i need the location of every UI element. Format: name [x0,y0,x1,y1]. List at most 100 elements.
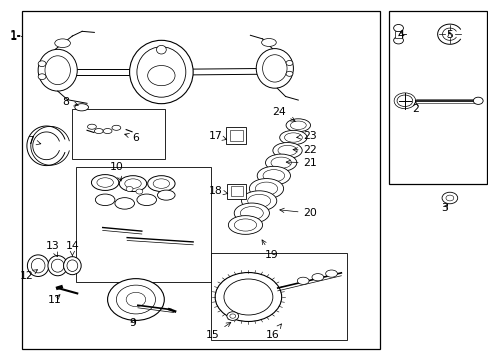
Ellipse shape [290,121,305,130]
Ellipse shape [234,203,269,223]
Ellipse shape [147,176,175,192]
Text: 1-: 1- [10,30,21,42]
Ellipse shape [279,130,306,145]
Circle shape [38,74,46,80]
Ellipse shape [97,178,113,187]
Ellipse shape [311,274,323,281]
Text: 24: 24 [271,107,295,121]
Ellipse shape [115,198,134,209]
Ellipse shape [226,312,238,320]
Bar [229,130,242,141]
Ellipse shape [265,154,296,171]
Circle shape [441,192,457,204]
Ellipse shape [38,49,77,91]
Ellipse shape [91,175,119,190]
Ellipse shape [129,40,193,104]
Text: 3: 3 [441,203,447,213]
Circle shape [472,97,482,104]
Ellipse shape [247,194,270,207]
Circle shape [126,292,145,307]
Text: 10: 10 [109,162,123,181]
Bar [230,186,242,196]
Text: 11: 11 [48,294,61,305]
Ellipse shape [284,133,302,142]
Bar [22,11,380,349]
Circle shape [229,314,235,318]
Ellipse shape [255,182,277,195]
Text: 6: 6 [124,132,139,143]
Ellipse shape [157,190,175,200]
Text: 7: 7 [27,136,41,146]
Ellipse shape [55,39,70,48]
Ellipse shape [137,194,156,206]
Ellipse shape [249,179,283,199]
Ellipse shape [112,125,121,130]
Ellipse shape [153,179,169,188]
Bar [388,11,486,184]
Ellipse shape [124,179,141,188]
Text: 17: 17 [208,131,226,141]
Circle shape [38,61,46,67]
Ellipse shape [95,194,115,206]
Text: 1-: 1- [10,29,21,42]
Text: 19: 19 [262,240,278,260]
Ellipse shape [87,124,96,129]
Ellipse shape [241,191,276,211]
Ellipse shape [67,260,78,271]
Ellipse shape [48,256,67,276]
Ellipse shape [285,119,310,132]
Bar [394,31,401,38]
Text: 18: 18 [208,186,227,196]
Ellipse shape [75,104,88,111]
Text: 22: 22 [292,145,317,156]
Text: 9: 9 [129,318,136,328]
Ellipse shape [119,176,146,192]
Bar [76,167,211,282]
Circle shape [445,195,453,201]
Ellipse shape [137,47,185,97]
Text: 4: 4 [397,30,404,40]
Ellipse shape [257,166,290,185]
Ellipse shape [261,39,276,46]
Ellipse shape [272,143,302,158]
Ellipse shape [27,255,49,276]
Circle shape [224,279,272,315]
Ellipse shape [156,45,166,54]
Ellipse shape [240,207,263,220]
Circle shape [285,71,292,76]
Ellipse shape [270,157,291,168]
Ellipse shape [256,49,293,88]
Ellipse shape [228,216,262,234]
Bar [72,109,165,159]
Circle shape [116,285,155,314]
Circle shape [393,37,403,44]
Text: 5: 5 [446,30,452,40]
Ellipse shape [51,259,64,272]
Text: 12: 12 [20,270,38,282]
Circle shape [136,189,142,194]
Circle shape [215,273,281,321]
Ellipse shape [262,55,286,82]
Ellipse shape [45,56,70,85]
Bar [226,127,245,144]
Text: 2: 2 [411,101,418,114]
Ellipse shape [94,129,103,134]
Text: 21: 21 [285,158,317,168]
Circle shape [147,66,175,86]
Ellipse shape [31,258,45,273]
Bar [227,184,245,199]
Ellipse shape [63,257,81,275]
Bar [211,253,346,340]
Circle shape [126,186,133,192]
Ellipse shape [277,145,296,156]
Ellipse shape [325,270,337,277]
Ellipse shape [297,277,308,284]
Circle shape [393,24,403,32]
Text: 20: 20 [279,208,317,218]
Text: 16: 16 [265,324,281,340]
Text: 14: 14 [65,240,79,256]
Ellipse shape [234,219,256,231]
Text: 8: 8 [62,96,78,107]
Text: 23: 23 [296,131,317,141]
Text: 13: 13 [45,240,59,257]
